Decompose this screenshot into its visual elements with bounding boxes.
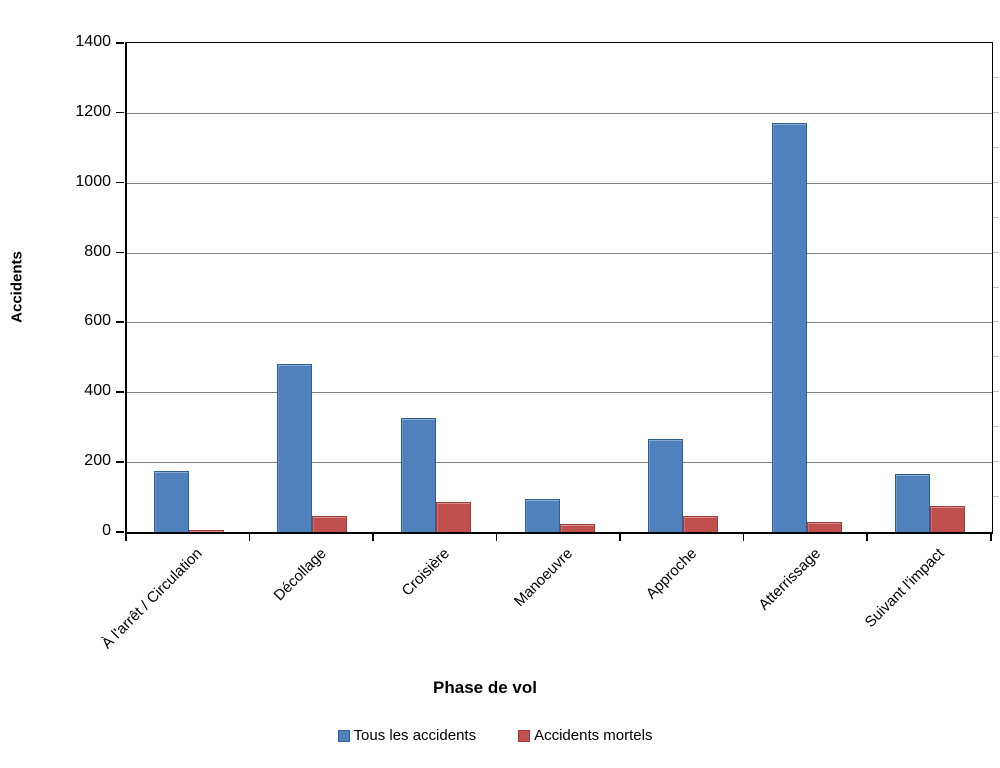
y-tick-mark-400 (116, 391, 124, 393)
right-minor-tick-300 (993, 426, 999, 428)
bar-series0-cat2 (400, 418, 436, 532)
bar-series1-cat5 (806, 521, 842, 532)
bar-series1-cat3 (559, 524, 595, 532)
right-minor-tick-1200 (993, 111, 999, 113)
y-tick-mark-0 (116, 531, 124, 533)
y-tick-label-400: 400 (84, 382, 111, 400)
gridline-200 (127, 462, 992, 464)
right-minor-tick-1100 (993, 146, 999, 148)
x-tick-mark-1 (248, 533, 251, 541)
y-tick-mark-1400 (116, 42, 124, 44)
x-axis-title: Phase de vol (433, 678, 537, 697)
x-tick-mark-0 (125, 533, 127, 541)
bar-series0-cat3 (524, 498, 560, 532)
right-minor-tick-500 (993, 356, 999, 358)
bar-series1-cat2 (435, 502, 471, 532)
right-minor-tick-400 (993, 391, 999, 393)
category-label-3: Manoeuvre (511, 545, 577, 611)
y-tick-label-600: 600 (84, 312, 111, 330)
category-label-6: Suivant l'impact (861, 545, 948, 631)
category-label-5: Atterrissage (755, 545, 824, 614)
gridline-400 (127, 392, 992, 394)
y-tick-mark-800 (116, 251, 124, 254)
y-tick-mark-1200 (116, 111, 124, 114)
y-tick-mark-600 (116, 321, 124, 323)
plot-area (125, 42, 993, 534)
x-tick-mark-6 (866, 533, 868, 541)
y-tick-label-1200: 1200 (75, 102, 111, 120)
y-tick-label-1400: 1400 (75, 33, 111, 50)
gridline-800 (127, 252, 992, 254)
right-minor-tick-200 (993, 461, 999, 463)
legend-label: Tous les accidents (353, 727, 477, 744)
right-minor-tick-800 (993, 251, 999, 253)
y-tick-label-1000: 1000 (75, 172, 111, 190)
x-tick-mark-7 (990, 533, 992, 541)
category-label-0: À l'arrêt / Circulation (98, 545, 206, 653)
legend-item-tous-les-accidents: Tous les accidents (337, 727, 477, 744)
bar-series1-cat1 (312, 516, 348, 532)
bar-series0-cat0 (153, 470, 189, 532)
bar-series0-cat5 (771, 123, 807, 532)
y-axis-title: Accidents (8, 251, 26, 323)
x-tick-mark-3 (495, 533, 498, 541)
x-tick-mark-4 (619, 533, 621, 541)
legend-swatch-blue (337, 729, 350, 742)
gridline-1000 (127, 182, 992, 184)
bar-series0-cat1 (277, 364, 313, 532)
legend-item-accidents-mortels: Accidents mortels (518, 727, 652, 744)
y-tick-mark-1000 (116, 181, 124, 184)
legend-swatch-red (518, 729, 531, 742)
gridline-600 (127, 322, 992, 324)
gridline-1200 (127, 112, 992, 114)
x-tick-mark-5 (742, 533, 745, 541)
right-minor-tick-1000 (993, 181, 999, 183)
bar-series1-cat4 (683, 516, 719, 532)
bar-series1-cat6 (930, 505, 966, 532)
y-tick-label-0: 0 (102, 522, 111, 539)
category-label-4: Approche (642, 545, 701, 603)
category-label-2: Croisière (398, 545, 453, 600)
bar-series1-cat0 (188, 529, 224, 532)
right-minor-tick-100 (993, 496, 999, 498)
right-minor-tick-600 (993, 321, 999, 323)
y-tick-label-800: 800 (84, 242, 111, 260)
right-minor-tick-1300 (993, 76, 999, 78)
bar-series0-cat4 (648, 439, 684, 532)
legend-label: Accidents mortels (534, 727, 653, 744)
legend: Tous les accidents Accidents mortels (0, 727, 990, 744)
bar-series0-cat6 (895, 474, 931, 532)
category-label-1: Décollage (270, 545, 330, 605)
right-minor-tick-900 (993, 216, 999, 218)
right-minor-tick-700 (993, 286, 999, 288)
x-tick-mark-2 (372, 533, 374, 541)
y-tick-label-200: 200 (84, 452, 111, 470)
y-tick-mark-200 (116, 461, 124, 463)
